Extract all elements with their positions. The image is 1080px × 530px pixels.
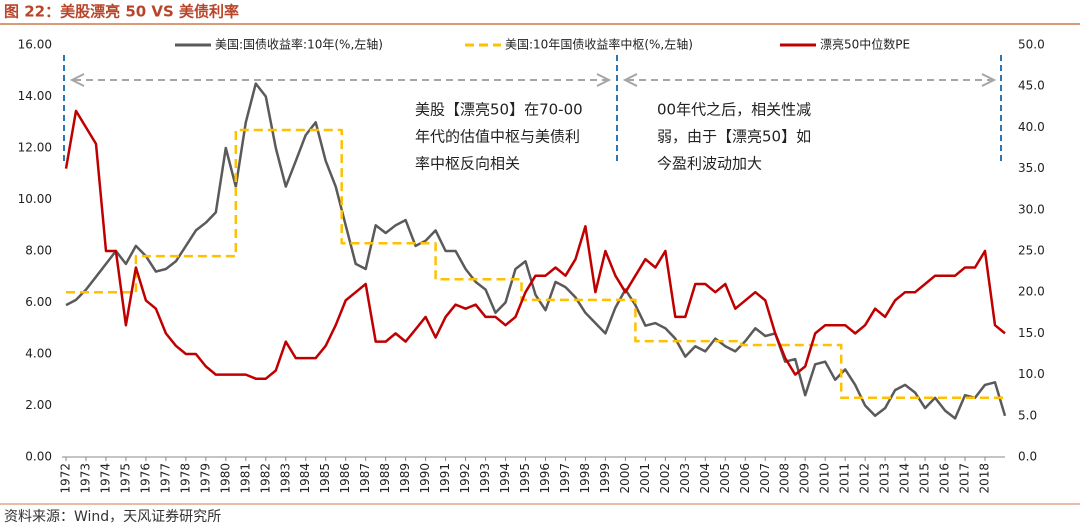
source: 资料来源：Wind，天风证券研究所 (4, 509, 221, 525)
y2-tick-label: 35.0 (1018, 161, 1045, 175)
y2-tick-label: 20.0 (1018, 285, 1045, 299)
x-tick-label: 1982 (258, 463, 272, 494)
x-tick-label: 2012 (858, 463, 872, 494)
annotation: 00年代之后，相关性减 (657, 101, 811, 119)
x-tick-label: 2004 (698, 463, 712, 494)
x-tick-label: 1993 (478, 463, 492, 494)
y-tick-label: 16.00 (18, 38, 52, 52)
legend-label: 美国:10年国债收益率中枢(%,左轴) (505, 37, 693, 52)
y2-tick-label: 0.0 (1018, 450, 1037, 464)
series-line (66, 128, 1005, 400)
x-tick-label: 2000 (618, 463, 632, 494)
y-tick-label: 4.00 (25, 347, 52, 361)
x-tick-label: 2016 (938, 463, 952, 494)
annotation: 弱，由于【漂亮50】如 (657, 128, 811, 146)
x-tick-label: 1978 (178, 463, 192, 494)
period-markers (63, 55, 1002, 165)
y-tick-label: 12.00 (18, 141, 52, 155)
x-tick-label: 2013 (878, 463, 892, 494)
legend-label: 漂亮50中位数PE (820, 37, 910, 52)
x-tick-label: 2007 (758, 463, 772, 494)
x-tick-label: 1994 (498, 463, 512, 494)
x-tick-label: 1972 (58, 463, 72, 494)
x-tick-label: 1986 (338, 463, 352, 494)
arrow-head (622, 73, 997, 87)
x-tick-label: 1985 (318, 463, 332, 494)
y2-tick-label: 45.0 (1018, 79, 1045, 93)
y-tick-label: 14.00 (18, 89, 52, 103)
x-tick-label: 1988 (378, 463, 392, 494)
x-tick-label: 1975 (118, 463, 132, 494)
annotation: 今盈利波动加大 (657, 155, 762, 173)
x-tick-label: 1973 (78, 463, 92, 494)
x-tick-label: 2005 (718, 463, 732, 494)
y2-tick-label: 40.0 (1018, 120, 1045, 134)
x-tick-label: 1976 (138, 463, 152, 494)
y-tick-label: 6.00 (25, 295, 52, 309)
series-line (64, 109, 1006, 380)
x-tick-label: 2009 (798, 463, 812, 494)
x-tick-label: 1980 (218, 463, 232, 494)
x-tick-label: 2014 (898, 463, 912, 494)
annotation: 年代的估值中枢与美债利 (415, 128, 580, 146)
x-tick-label: 2015 (918, 463, 932, 494)
x-tick-label: 1989 (398, 463, 412, 494)
x-tick-label: 2008 (778, 463, 792, 494)
x-tick-label: 2001 (638, 463, 652, 494)
y-tick-label: 2.00 (25, 398, 52, 412)
x-tick-label: 2011 (838, 463, 852, 494)
y2-tick-label: 5.0 (1018, 408, 1037, 422)
x-tick-label: 1990 (418, 463, 432, 494)
annotation: 率中枢反向相关 (415, 155, 520, 173)
legend-label: 美国:国债收益率:10年(%,左轴) (215, 37, 383, 52)
x-tick-label: 2006 (738, 463, 752, 494)
x-tick-label: 1999 (598, 463, 612, 494)
x-tick-label: 1991 (438, 463, 452, 494)
x-tick-label: 1997 (558, 463, 572, 494)
y2-tick-label: 50.0 (1018, 38, 1045, 52)
y-tick-label: 0.00 (25, 450, 52, 464)
x-tick-label: 2003 (678, 463, 692, 494)
x-tick-label: 1981 (238, 463, 252, 494)
x-tick-label: 1996 (538, 463, 552, 494)
x-tick-label: 1984 (298, 463, 312, 494)
series-line (65, 82, 1007, 420)
y2-tick-label: 15.0 (1018, 326, 1045, 340)
annotation: 美股【漂亮50】在70-00 (415, 101, 583, 119)
x-tick-label: 2017 (958, 463, 972, 494)
x-tick-label: 1983 (278, 463, 292, 494)
arrow-head (69, 73, 612, 87)
x-tick-label: 1974 (98, 463, 112, 494)
x-tick-label: 1995 (518, 463, 532, 494)
x-tick-label: 2018 (978, 463, 992, 494)
x-tick-label: 2010 (818, 463, 832, 494)
x-tick-label: 1987 (358, 463, 372, 494)
x-tick-label: 1977 (158, 463, 172, 494)
x-tick-label: 1979 (198, 463, 212, 494)
x-tick-label: 1992 (458, 463, 472, 494)
chart-title: 图 22：美股漂亮 50 VS 美债利率 (4, 3, 239, 21)
x-tick-label: 1998 (578, 463, 592, 494)
x-tick-label: 2002 (658, 463, 672, 494)
y2-tick-label: 25.0 (1018, 244, 1045, 258)
y-tick-label: 10.00 (18, 192, 52, 206)
y2-tick-label: 30.0 (1018, 202, 1045, 216)
y-tick-label: 8.00 (25, 244, 52, 258)
y2-tick-label: 10.0 (1018, 367, 1045, 381)
